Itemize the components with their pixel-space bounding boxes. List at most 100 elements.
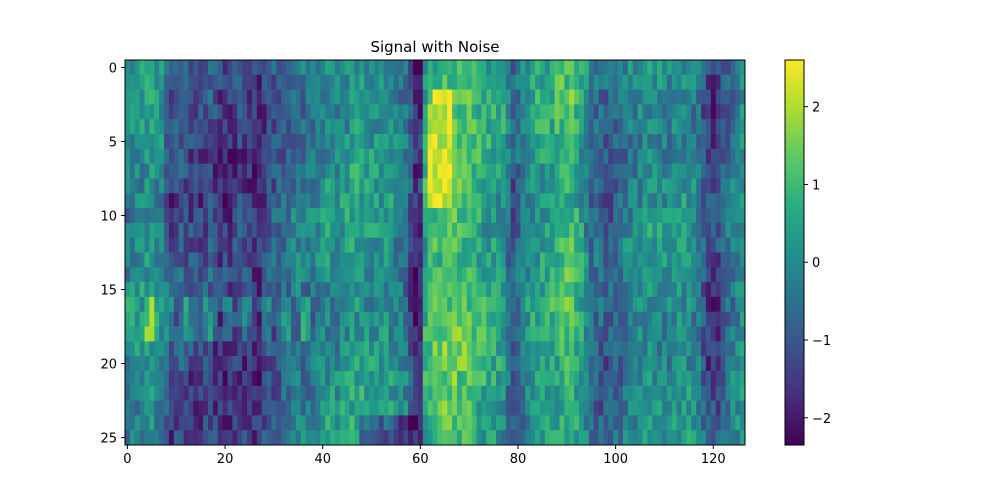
heatmap-cell	[290, 400, 297, 416]
heatmap-cell	[705, 282, 712, 298]
heatmap-cell	[325, 178, 331, 194]
heatmap-cell	[569, 385, 575, 401]
heatmap-cell	[725, 119, 731, 135]
heatmap-cell	[608, 252, 614, 268]
heatmap-cell	[574, 252, 580, 268]
heatmap-cell	[300, 134, 306, 150]
heatmap-cell	[276, 208, 282, 224]
heatmap-cell	[432, 356, 438, 372]
heatmap-cell	[471, 311, 477, 327]
heatmap-cell	[442, 119, 448, 135]
heatmap-cell	[471, 134, 477, 150]
heatmap-cell	[295, 385, 302, 401]
heatmap-cell	[344, 119, 350, 135]
heatmap-cell	[398, 148, 404, 165]
heatmap-cell	[144, 282, 150, 298]
heatmap-cell	[139, 385, 145, 401]
heatmap-cell	[378, 163, 385, 179]
heatmap-cell	[144, 415, 150, 431]
heatmap-cell	[676, 74, 682, 90]
heatmap-cell	[251, 178, 258, 194]
heatmap-cell	[539, 296, 546, 313]
heatmap-cell	[212, 89, 219, 105]
heatmap-cell	[369, 119, 375, 135]
heatmap-cell	[422, 326, 429, 342]
heatmap-cell	[349, 415, 355, 431]
heatmap-cell	[290, 385, 297, 401]
heatmap-cell	[491, 163, 497, 179]
heatmap-cell	[154, 148, 160, 165]
heatmap-cell	[256, 89, 263, 105]
heatmap-cell	[349, 89, 355, 105]
heatmap-cell	[134, 370, 140, 387]
heatmap-cell	[666, 148, 673, 165]
heatmap-cell	[539, 311, 546, 327]
heatmap-cell	[710, 208, 717, 224]
heatmap-cell	[354, 267, 360, 283]
heatmap-cell	[212, 415, 219, 431]
heatmap-cell	[598, 296, 604, 313]
heatmap-cell	[139, 252, 145, 268]
heatmap-cell	[642, 385, 648, 401]
heatmap-cell	[286, 119, 292, 135]
heatmap-cell	[271, 148, 277, 165]
heatmap-cell	[671, 400, 678, 416]
heatmap-cell	[305, 178, 311, 194]
heatmap-cell	[232, 163, 238, 179]
heatmap-cell	[315, 163, 321, 179]
heatmap-cell	[530, 89, 536, 105]
heatmap-cell	[622, 282, 629, 298]
heatmap-cell	[720, 430, 726, 446]
heatmap-cell	[691, 60, 697, 76]
heatmap-cell	[427, 430, 433, 446]
heatmap-cell	[349, 104, 355, 120]
heatmap-cell	[715, 311, 721, 327]
heatmap-cell	[198, 311, 204, 327]
heatmap-cell	[339, 341, 346, 357]
heatmap-cell	[183, 385, 189, 401]
heatmap-cell	[139, 311, 145, 327]
heatmap-cell	[554, 282, 560, 298]
heatmap-cell	[393, 252, 399, 268]
heatmap-cell	[662, 415, 668, 431]
heatmap-cell	[583, 148, 590, 165]
heatmap-cell	[686, 119, 692, 135]
heatmap-cell	[256, 385, 263, 401]
heatmap-cell	[427, 356, 433, 372]
heatmap-cell	[535, 311, 541, 327]
heatmap-cell	[188, 356, 194, 372]
heatmap-cell	[178, 400, 184, 416]
heatmap-cell	[622, 119, 629, 135]
heatmap-cell	[681, 148, 687, 165]
heatmap-cell	[530, 60, 536, 76]
heatmap-cell	[622, 356, 629, 372]
heatmap-cell	[500, 252, 507, 268]
heatmap-cell	[203, 74, 209, 90]
heatmap-cell	[710, 356, 717, 372]
heatmap-cell	[520, 222, 526, 239]
heatmap-cell	[334, 326, 341, 342]
heatmap-cell	[510, 178, 516, 194]
heatmap-cell	[261, 267, 267, 283]
heatmap-cell	[251, 415, 258, 431]
heatmap-cell	[134, 193, 140, 209]
heatmap-cell	[295, 134, 302, 150]
heatmap-cell	[657, 237, 663, 253]
heatmap-cell	[515, 119, 521, 135]
heatmap-cell	[622, 237, 629, 253]
x-tick-label: 40	[314, 452, 331, 467]
heatmap-cell	[432, 400, 438, 416]
heatmap-cell	[608, 282, 614, 298]
heatmap-cell	[642, 430, 648, 446]
heatmap-cell	[232, 193, 238, 209]
heatmap-cell	[413, 134, 419, 150]
heatmap-cell	[740, 193, 746, 209]
heatmap-cell	[212, 296, 219, 313]
heatmap-cell	[500, 89, 507, 105]
heatmap-cell	[735, 222, 741, 239]
heatmap-cell	[481, 282, 487, 298]
heatmap-cell	[388, 370, 394, 387]
heatmap-cell	[178, 370, 184, 387]
heatmap-cell	[710, 400, 717, 416]
heatmap-cell	[217, 370, 223, 387]
